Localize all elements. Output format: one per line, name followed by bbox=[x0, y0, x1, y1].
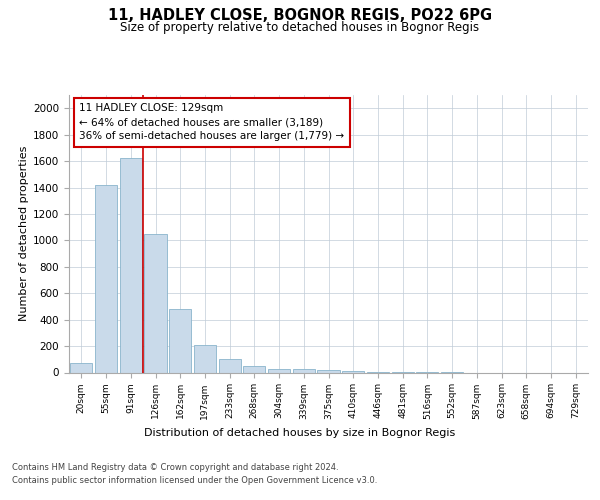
Bar bbox=[145, 234, 167, 372]
Bar bbox=[95, 185, 117, 372]
Text: Size of property relative to detached houses in Bognor Regis: Size of property relative to detached ho… bbox=[121, 21, 479, 34]
Bar bbox=[293, 369, 315, 372]
Bar bbox=[243, 366, 265, 372]
Bar bbox=[218, 360, 241, 372]
Text: Contains HM Land Registry data © Crown copyright and database right 2024.: Contains HM Land Registry data © Crown c… bbox=[12, 462, 338, 471]
Text: Contains public sector information licensed under the Open Government Licence v3: Contains public sector information licen… bbox=[12, 476, 377, 485]
Bar bbox=[268, 368, 290, 372]
Text: 11 HADLEY CLOSE: 129sqm
← 64% of detached houses are smaller (3,189)
36% of semi: 11 HADLEY CLOSE: 129sqm ← 64% of detache… bbox=[79, 104, 344, 142]
Bar bbox=[119, 158, 142, 372]
Bar bbox=[317, 370, 340, 372]
Text: Distribution of detached houses by size in Bognor Regis: Distribution of detached houses by size … bbox=[145, 428, 455, 438]
Y-axis label: Number of detached properties: Number of detached properties bbox=[19, 146, 29, 322]
Bar bbox=[70, 362, 92, 372]
Text: 11, HADLEY CLOSE, BOGNOR REGIS, PO22 6PG: 11, HADLEY CLOSE, BOGNOR REGIS, PO22 6PG bbox=[108, 8, 492, 22]
Bar bbox=[194, 346, 216, 372]
Bar bbox=[169, 309, 191, 372]
